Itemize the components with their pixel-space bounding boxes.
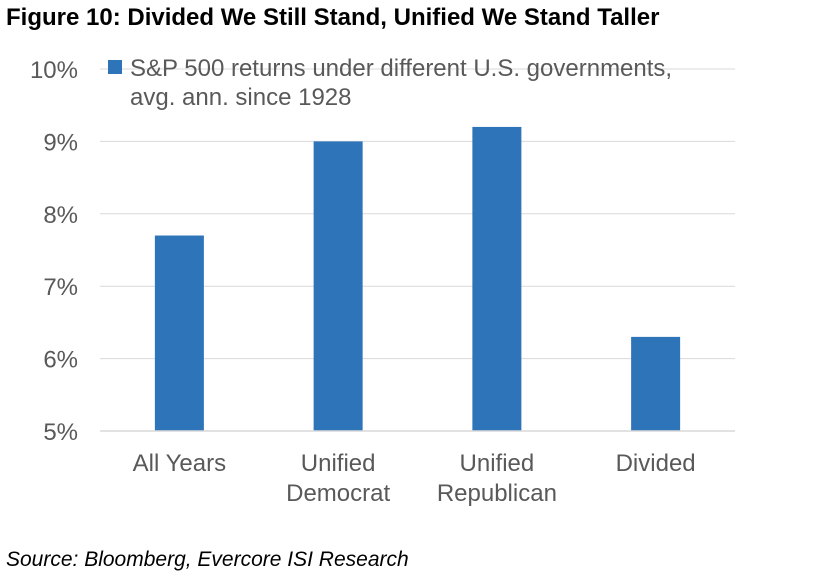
y-tick-label: 5% — [43, 419, 78, 446]
y-tick-label: 9% — [43, 129, 78, 156]
x-tick-label: Unified — [301, 450, 376, 477]
x-tick-label: All Years — [133, 450, 226, 477]
bar — [154, 235, 204, 431]
x-tick-label: Republican — [437, 480, 557, 507]
x-tick-label: Democrat — [286, 480, 390, 507]
legend-label: avg. ann. since 1928 — [130, 84, 352, 111]
x-tick-label: Divided — [616, 450, 696, 477]
bar — [472, 126, 522, 432]
legend-label: S&P 500 returns under different U.S. gov… — [130, 55, 672, 82]
y-tick-label: 8% — [43, 202, 78, 229]
legend-swatch — [108, 60, 122, 74]
figure-title: Figure 10: Divided We Still Stand, Unifi… — [6, 4, 660, 31]
y-tick-label: 6% — [43, 347, 78, 374]
bar — [313, 141, 363, 431]
x-tick-label: Unified — [460, 450, 535, 477]
bar — [631, 336, 681, 431]
source-note: Source: Bloomberg, Evercore ISI Research — [6, 548, 409, 571]
y-tick-label: 7% — [43, 274, 78, 301]
y-tick-label: 10% — [30, 57, 78, 84]
